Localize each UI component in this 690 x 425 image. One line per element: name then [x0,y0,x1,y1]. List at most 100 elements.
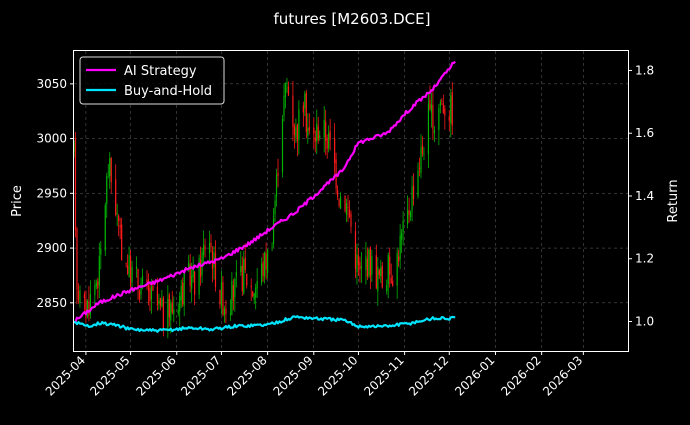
candle-body [323,119,325,138]
candle-body [162,298,164,330]
candle-body [329,130,331,140]
candle-body [140,283,142,295]
candle-body [401,232,403,240]
candle-body [250,285,252,288]
candle-body [439,102,441,106]
candle-body [319,135,321,138]
candle-body [283,95,285,116]
candle-body [135,266,138,269]
candle-body [159,297,161,306]
candle-body [365,256,367,271]
candle-body [194,271,196,295]
candle-body [451,92,453,126]
candle-body [304,93,306,109]
candle-body [171,303,173,313]
legend-label-ai-strategy: AI Strategy [124,64,197,79]
candle-body [284,84,287,98]
grid [74,51,628,351]
candle-body [277,172,279,176]
candle-body [339,196,342,209]
right-tick-label: 1.2 [635,252,654,266]
candle-body [240,266,242,272]
candle-body [265,253,267,270]
candle-body [222,282,224,315]
candle-body [83,294,86,299]
candle-body [188,262,190,269]
candle-body [127,265,129,274]
candle-body [182,282,184,305]
candle-body [131,266,133,283]
candle-body [313,127,315,134]
line-ai-strategy [73,60,456,324]
y-axis-label-left: Price [10,185,25,217]
candle-body [274,200,276,215]
candle-body [231,280,233,315]
candle-body [234,279,236,298]
candle-body [76,228,78,290]
candle-body [86,300,89,316]
candle-body [399,235,401,260]
candle-body [387,255,389,285]
left-tick-label: 3000 [36,132,67,146]
candle-body [314,137,316,142]
candle-body [286,82,288,84]
candle-body [381,265,383,288]
candle-body [354,231,357,269]
candle-body [79,290,81,304]
candle-body [338,199,340,206]
candle-body [149,288,151,302]
candle-body [202,244,205,256]
candle-body [156,287,158,306]
right-tick-label: 1.4 [635,189,654,203]
candle-body [264,252,266,277]
candle-body [106,176,108,204]
candle-body [344,195,346,212]
candle-body [137,269,139,288]
left-tick-label: 2950 [36,186,67,200]
candle-body [115,179,117,216]
line-buy-and-hold [73,315,456,333]
candle-body [199,260,202,278]
candle-body [418,167,421,169]
candle-body [429,99,431,109]
legend-box [79,56,225,105]
candle-body [369,247,371,277]
candle-body [141,275,144,284]
candle-body [183,271,185,306]
candle-body [296,124,298,142]
candle-body [267,249,269,273]
y-axis-label-right: Return [666,179,681,222]
candle-body [88,301,90,316]
candle-body [308,126,310,131]
candle-body [138,291,141,299]
candle-body [378,269,380,275]
candle-body [386,284,388,292]
candle-body [121,224,123,261]
candle-body [125,262,127,264]
candle-body [252,291,254,297]
candle-body [168,294,170,318]
left-axis: 2850 2900 2950 3000 3050 [36,77,74,310]
candle-body [417,170,419,197]
candle-body [128,255,130,278]
left-tick-label: 3050 [36,77,67,91]
candle-body [104,205,106,251]
candle-body [345,202,348,216]
candle-body [433,129,435,134]
candle-body [302,105,304,113]
legend: AI Strategy Buy-and-Hold [79,56,225,105]
candle-body [380,267,382,277]
candle-body [409,211,412,218]
candle-body [161,299,163,307]
candle-body [430,104,433,113]
candle-body [107,172,109,174]
candle-body [427,103,430,155]
candle-body [423,153,425,155]
candle-body [398,256,400,262]
candle-body [211,251,214,269]
candle-body [223,308,226,316]
candle-body [232,284,234,301]
candle-body [191,275,193,289]
